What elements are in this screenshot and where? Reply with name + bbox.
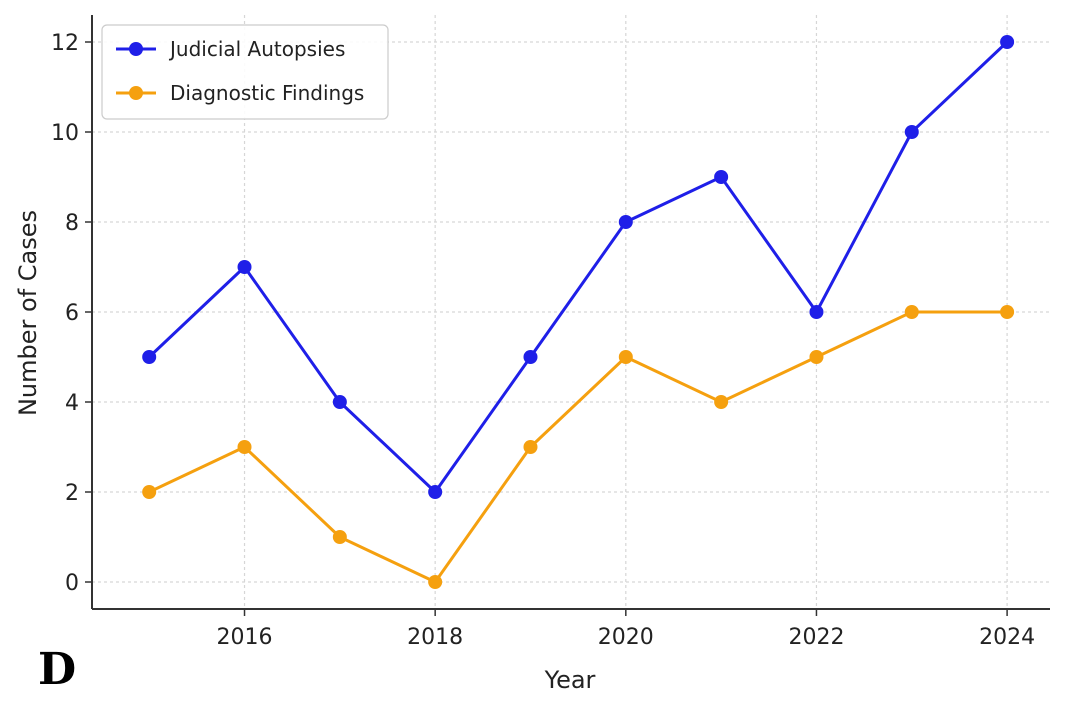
- legend: Judicial Autopsies Diagnostic Findings: [101, 24, 389, 120]
- data-point: [142, 350, 157, 364]
- data-point: [904, 305, 919, 319]
- y-axis-title: Number of Cases: [14, 210, 42, 416]
- x-axis-title: Year: [544, 666, 596, 694]
- series-0: [142, 35, 1015, 499]
- data-point: [809, 305, 824, 319]
- x-tick-label: 2018: [407, 625, 463, 650]
- y-tick-label: 6: [65, 301, 79, 326]
- data-point: [1000, 35, 1015, 49]
- legend-swatch-marker: [129, 86, 143, 100]
- data-point: [618, 350, 633, 364]
- y-tick-label: 12: [51, 31, 79, 56]
- data-point: [428, 485, 443, 499]
- y-tick-label: 2: [65, 481, 79, 506]
- x-tick-label: 2016: [217, 625, 273, 650]
- panel-label: D: [38, 644, 76, 695]
- data-point: [237, 440, 252, 454]
- x-tick-label: 2022: [788, 625, 844, 650]
- series-line: [148, 310, 1008, 584]
- y-tick-label: 8: [65, 211, 79, 236]
- x-tick-label: 2020: [598, 625, 654, 650]
- series-1: [142, 305, 1015, 589]
- data-point: [142, 485, 157, 499]
- series-line: [148, 40, 1009, 494]
- data-point: [428, 575, 443, 589]
- y-tick-label: 0: [65, 571, 79, 596]
- data-point: [714, 170, 729, 184]
- legend-swatch-marker: [129, 42, 143, 56]
- y-tick-label: 10: [51, 121, 79, 146]
- data-point: [523, 440, 538, 454]
- series-layer: [142, 35, 1015, 589]
- legend-label: Diagnostic Findings: [170, 81, 364, 105]
- data-point: [1000, 305, 1015, 319]
- data-point: [809, 350, 824, 364]
- axes: 0 2 4 6 8 10 12 2016 2018 2020 2022 2024: [51, 15, 1050, 650]
- data-point: [332, 530, 347, 544]
- data-point: [332, 395, 347, 409]
- x-tick-label: 2024: [979, 625, 1035, 650]
- data-point: [904, 125, 919, 139]
- legend-box: [101, 24, 389, 120]
- data-point: [237, 260, 252, 274]
- data-point: [618, 215, 633, 229]
- data-point: [714, 395, 729, 409]
- grid-lines: [92, 15, 1050, 609]
- data-point: [523, 350, 538, 364]
- y-tick-label: 4: [65, 391, 79, 416]
- legend-label: Judicial Autopsies: [168, 37, 345, 61]
